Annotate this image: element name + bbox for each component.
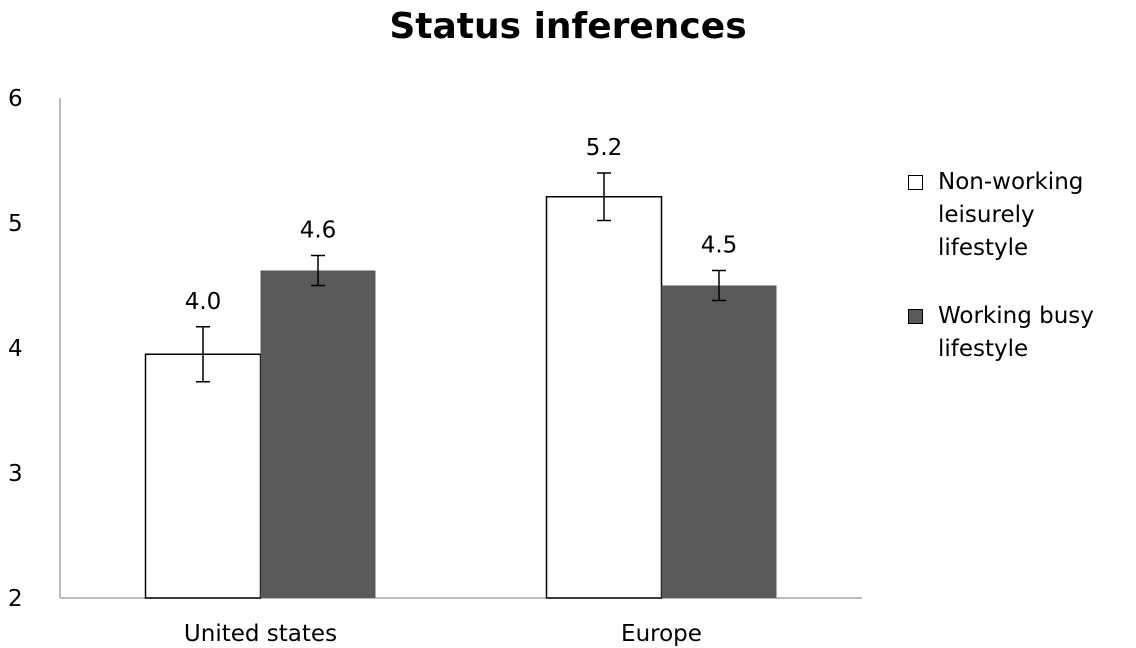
bars (144, 196, 777, 599)
legend-label-non-working: Non-working leisurely lifestyle (938, 169, 1084, 261)
y-tick-label: 6 (8, 86, 23, 112)
y-tick-label: 5 (8, 211, 23, 237)
bar (545, 196, 663, 599)
bar (260, 270, 376, 598)
bar (661, 285, 777, 598)
y-tick-label: 3 (8, 461, 23, 487)
legend-swatch-working (908, 309, 923, 324)
data-label: 4.0 (185, 289, 222, 315)
error-bars (196, 172, 726, 383)
legend-swatch-non-working (908, 175, 923, 190)
x-axis: United states Europe (60, 597, 862, 647)
y-tick-label: 2 (8, 586, 23, 612)
data-label: 4.6 (300, 218, 337, 244)
chart-title: Status inferences (389, 6, 747, 47)
data-label: 5.2 (586, 135, 623, 161)
legend-item-non-working: Non-working leisurely lifestyle (908, 166, 1132, 266)
y-tick-label: 4 (8, 336, 23, 362)
y-axis: 2 3 4 5 6 (8, 86, 61, 612)
legend-item-working: Working busy lifestyle (908, 300, 1132, 370)
data-label: 4.5 (701, 233, 738, 259)
bar (144, 353, 262, 599)
x-tick-label: United states (184, 621, 337, 647)
x-tick-label: Europe (621, 621, 702, 647)
data-labels: 4.0 4.6 5.2 4.5 (185, 135, 738, 315)
legend-label-working: Working busy lifestyle (938, 303, 1094, 362)
